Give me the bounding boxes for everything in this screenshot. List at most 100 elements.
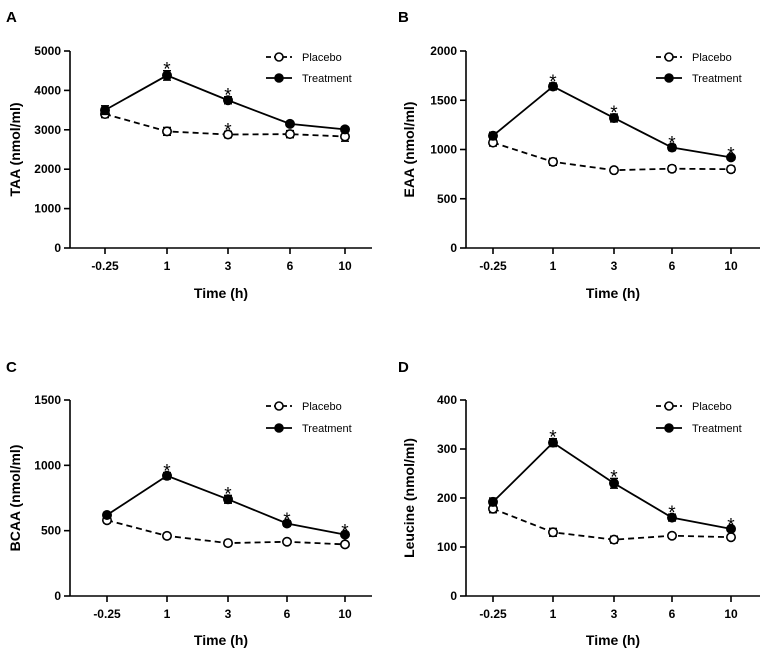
significance-star: * — [549, 72, 557, 93]
significance-star: * — [610, 103, 618, 124]
placebo-point — [608, 534, 619, 545]
y-tick-label: 0 — [450, 589, 457, 603]
panel-letter: B — [398, 9, 409, 26]
treatment-point — [281, 518, 292, 529]
treatment-point — [162, 70, 173, 81]
y-tick-label: 1500 — [430, 93, 457, 107]
significance-star: * — [163, 60, 171, 81]
placebo-point — [223, 538, 234, 549]
treatment-point — [608, 112, 619, 123]
x-tick-label: 10 — [338, 259, 352, 273]
treatment-point — [102, 509, 113, 520]
placebo-point — [666, 163, 677, 174]
y-tick-label: 2000 — [430, 44, 457, 58]
panel-letter: C — [6, 359, 17, 376]
y-tick-label: 0 — [54, 589, 61, 603]
legend-marker — [274, 423, 284, 433]
y-axis-title: TAA (nmol/ml) — [7, 102, 23, 196]
treatment-point — [100, 105, 111, 116]
treatment-point — [487, 130, 498, 141]
x-tick-label: 1 — [164, 607, 171, 621]
x-tick-label: 3 — [611, 607, 618, 621]
significance-star: * — [668, 503, 676, 524]
x-tick-label: 6 — [287, 259, 294, 273]
legend-marker — [664, 73, 674, 83]
y-tick-label: 0 — [54, 241, 61, 255]
treatment-point — [339, 124, 350, 135]
x-tick-label: 1 — [164, 259, 171, 273]
y-tick-label: 1000 — [34, 202, 61, 216]
placebo-point — [339, 539, 350, 550]
treatment-point — [162, 470, 173, 481]
x-tick-label: 1 — [550, 259, 557, 273]
treatment-point — [547, 437, 558, 448]
placebo-point — [666, 530, 677, 541]
treatment-point — [725, 152, 736, 163]
panel-letter: A — [6, 9, 17, 26]
y-tick-label: 0 — [450, 241, 457, 255]
placebo-point — [725, 164, 736, 175]
treatment-point — [284, 118, 295, 129]
treatment-point — [666, 142, 677, 153]
y-tick-label: 500 — [437, 192, 457, 206]
x-tick-label: -0.25 — [479, 259, 507, 273]
series-line-placebo — [492, 507, 732, 541]
placebo-point — [281, 536, 292, 547]
legend-label: Placebo — [302, 52, 342, 64]
legend-label: Placebo — [692, 401, 732, 413]
x-axis-title: Time (h) — [586, 285, 640, 301]
treatment-point — [666, 512, 677, 523]
treatment-point — [339, 529, 350, 540]
significance-star: * — [727, 515, 735, 536]
significance-star: * — [610, 467, 618, 488]
treatment-point — [725, 523, 736, 534]
legend-marker — [664, 401, 674, 411]
panel-letter: D — [398, 359, 409, 376]
significance-star: * — [163, 462, 171, 483]
x-axis-title: Time (h) — [586, 632, 640, 648]
treatment-point — [223, 494, 234, 505]
legend-label: Treatment — [302, 73, 352, 85]
legend-marker — [664, 52, 674, 62]
legend-label: Placebo — [302, 401, 342, 413]
significance-star: * — [283, 510, 291, 531]
y-tick-label: 1000 — [430, 143, 457, 157]
x-tick-label: 1 — [550, 607, 557, 621]
y-tick-label: 1000 — [34, 458, 61, 472]
x-tick-label: -0.25 — [93, 607, 121, 621]
y-tick-label: 400 — [437, 393, 457, 407]
legend-label: Treatment — [302, 423, 352, 435]
y-tick-label: 300 — [437, 442, 457, 456]
x-tick-label: 3 — [611, 259, 618, 273]
y-tick-label: 2000 — [34, 162, 61, 176]
significance-star: * — [224, 86, 232, 107]
panel-b: B 0 500 1000 1500 2000 -0.25 1 3 6 10 Time (h) EAA (… — [398, 9, 760, 301]
significance-star: * — [224, 484, 232, 505]
x-axis-title: Time (h) — [194, 632, 248, 648]
x-tick-label: -0.25 — [479, 607, 507, 621]
y-tick-label: 1500 — [34, 393, 61, 407]
panel-d: D 0 100 200 300 400 -0.25 1 3 6 10 Time (h) Leucine … — [398, 359, 760, 648]
placebo-point — [162, 530, 173, 541]
treatment-point — [547, 81, 558, 92]
legend-label: Placebo — [692, 52, 732, 64]
x-axis-title: Time (h) — [194, 285, 248, 301]
x-tick-label: 3 — [225, 259, 232, 273]
x-tick-label: 10 — [724, 259, 738, 273]
x-tick-label: 10 — [724, 607, 738, 621]
y-tick-label: 500 — [41, 524, 61, 538]
significance-star: * — [727, 144, 735, 165]
significance-star: * — [668, 134, 676, 155]
panel-c: C 0 500 1000 1500 -0.25 1 3 6 10 Time (h) BCAA (nmo… — [6, 359, 372, 648]
x-tick-label: -0.25 — [91, 259, 119, 273]
y-axis-title: BCAA (nmol/ml) — [7, 445, 23, 552]
placebo-point — [223, 129, 234, 140]
treatment-point — [487, 496, 498, 507]
significance-star: * — [549, 428, 557, 449]
x-tick-label: 6 — [669, 259, 676, 273]
x-tick-label: 6 — [284, 607, 291, 621]
treatment-point — [223, 95, 234, 106]
placebo-point — [162, 126, 173, 137]
x-tick-label: 3 — [225, 607, 232, 621]
